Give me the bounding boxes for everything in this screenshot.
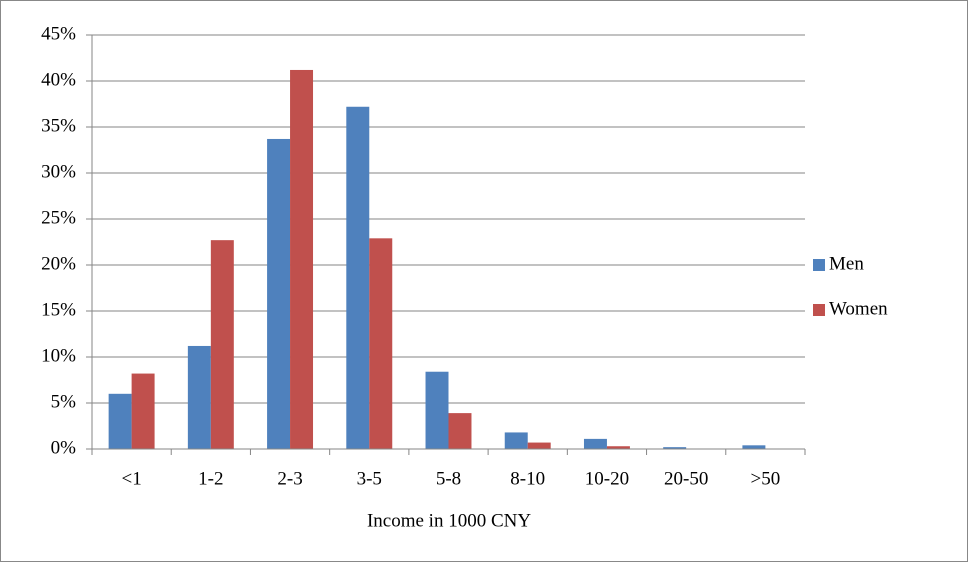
bar (267, 138, 291, 449)
y-tick-label: 45% (41, 23, 76, 44)
y-tick-label: 35% (41, 115, 76, 136)
bar (606, 446, 630, 449)
x-axis-title: Income in 1000 CNY (367, 510, 531, 531)
bar (504, 432, 528, 449)
legend-swatch (813, 259, 825, 271)
x-tick-label: 5-8 (436, 468, 461, 489)
bar (663, 447, 687, 449)
x-tick-label: 2-3 (277, 468, 302, 489)
x-tick-label: 1-2 (198, 468, 223, 489)
y-tick-label: 15% (41, 299, 76, 320)
x-tick-label: <1 (122, 468, 142, 489)
bar (187, 345, 211, 449)
bar (425, 371, 449, 449)
bar (369, 238, 393, 449)
y-tick-label: 30% (41, 161, 76, 182)
x-tick-label: 3-5 (357, 468, 382, 489)
bar (742, 445, 766, 449)
legend-label: Men (829, 253, 864, 274)
bar (131, 373, 155, 449)
bar (583, 438, 607, 449)
bar (108, 393, 132, 449)
x-tick-label: 10-20 (585, 468, 629, 489)
x-tick-label: 8-10 (510, 468, 545, 489)
y-tick-label: 5% (51, 391, 77, 412)
y-tick-label: 20% (41, 253, 76, 274)
legend-swatch (813, 304, 825, 316)
bar (290, 69, 314, 450)
legend-label: Women (829, 298, 888, 319)
bar (448, 413, 472, 449)
y-tick-label: 10% (41, 345, 76, 366)
bar (210, 240, 234, 449)
x-tick-label: >50 (751, 468, 781, 489)
y-tick-label: 25% (41, 207, 76, 228)
y-tick-label: 0% (51, 437, 77, 458)
bar (527, 442, 551, 449)
x-tick-label: 20-50 (664, 468, 708, 489)
y-tick-label: 40% (41, 69, 76, 90)
bar (346, 106, 370, 449)
